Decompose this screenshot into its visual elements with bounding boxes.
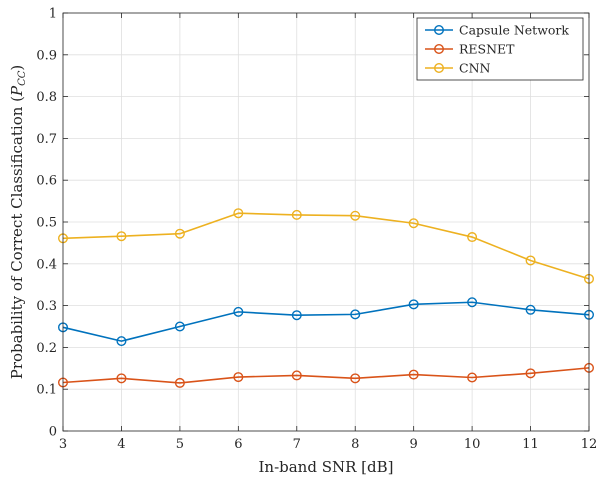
x-tick-label: 9: [410, 437, 418, 452]
data-point: [174, 228, 185, 239]
legend-marker: [434, 44, 445, 55]
y-tick-label: 0.3: [36, 299, 57, 314]
data-point: [467, 372, 478, 383]
data-point: [525, 304, 536, 315]
y-tick-label: 0.1: [36, 383, 57, 398]
series-cnn: [58, 208, 595, 284]
x-tick-label: 10: [464, 437, 481, 452]
series-line: [62, 301, 590, 342]
data-point: [408, 299, 419, 310]
data-point: [116, 231, 127, 242]
legend-label: CNN: [459, 61, 491, 76]
x-tick-label: 4: [117, 437, 125, 452]
data-point: [525, 368, 536, 379]
y-tick-label: 0.9: [36, 48, 57, 63]
y-tick-label: 0.7: [36, 132, 57, 147]
data-point: [408, 369, 419, 380]
data-point: [467, 297, 478, 308]
data-point: [291, 310, 302, 321]
series-layer: [58, 208, 595, 388]
x-tick-label: 3: [59, 437, 67, 452]
data-point: [350, 373, 361, 384]
series-resnet: [58, 362, 595, 388]
y-axis-label-suffix: ): [8, 65, 26, 71]
grid: [62, 12, 590, 432]
data-point: [525, 255, 536, 266]
y-axis-label: Probability of Correct Classification (P…: [8, 65, 28, 380]
y-tick-label: 0: [49, 425, 57, 440]
axis-ticks: 3 4 5 6 7 8 9 10 11 12 0 0.1 0.2 0.3 0.4 0.5 0.6 0.7 0.8 0.…: [36, 7, 597, 453]
x-tick-label: 6: [234, 437, 242, 452]
legend: Capsule Network RESNET CNN: [416, 17, 584, 81]
y-tick-label: 0.5: [36, 216, 57, 231]
data-point: [291, 209, 302, 220]
legend-item: Capsule Network: [425, 23, 569, 38]
legend-marker: [434, 25, 445, 36]
y-tick-label: 0.8: [36, 90, 57, 105]
legend-label: Capsule Network: [459, 23, 569, 38]
data-point: [174, 377, 185, 388]
data-point: [116, 373, 127, 384]
legend-marker: [434, 63, 445, 74]
y-tick-label: 0.4: [36, 257, 57, 272]
data-point: [233, 372, 244, 383]
x-tick-label: 5: [176, 437, 184, 452]
data-point: [174, 321, 185, 332]
y-axis-label-prefix: Probability of Correct Classification (: [8, 96, 26, 379]
data-point: [408, 218, 419, 229]
x-tick-label: 11: [522, 437, 539, 452]
legend-item: RESNET: [425, 42, 515, 57]
x-axis-label: In-band SNR [dB]: [258, 458, 393, 476]
data-point: [233, 306, 244, 317]
data-point: [467, 232, 478, 243]
x-tick-label: 7: [293, 437, 301, 452]
y-axis-label-symbol: P: [8, 85, 26, 97]
y-tick-label: 0.6: [36, 174, 57, 189]
data-point: [350, 309, 361, 320]
legend-label: RESNET: [459, 42, 515, 57]
data-point: [291, 370, 302, 381]
series-line: [62, 367, 590, 384]
x-tick-label: 12: [581, 437, 597, 452]
y-tick-label: 0.2: [36, 341, 57, 356]
y-axis-label-subscript: CC: [17, 70, 28, 86]
series-line: [62, 212, 590, 280]
x-tick-label: 8: [351, 437, 359, 452]
data-point: [116, 336, 127, 347]
y-tick-label: 1: [49, 7, 57, 22]
data-point: [350, 210, 361, 221]
legend-item: CNN: [425, 61, 491, 76]
data-point: [233, 208, 244, 219]
